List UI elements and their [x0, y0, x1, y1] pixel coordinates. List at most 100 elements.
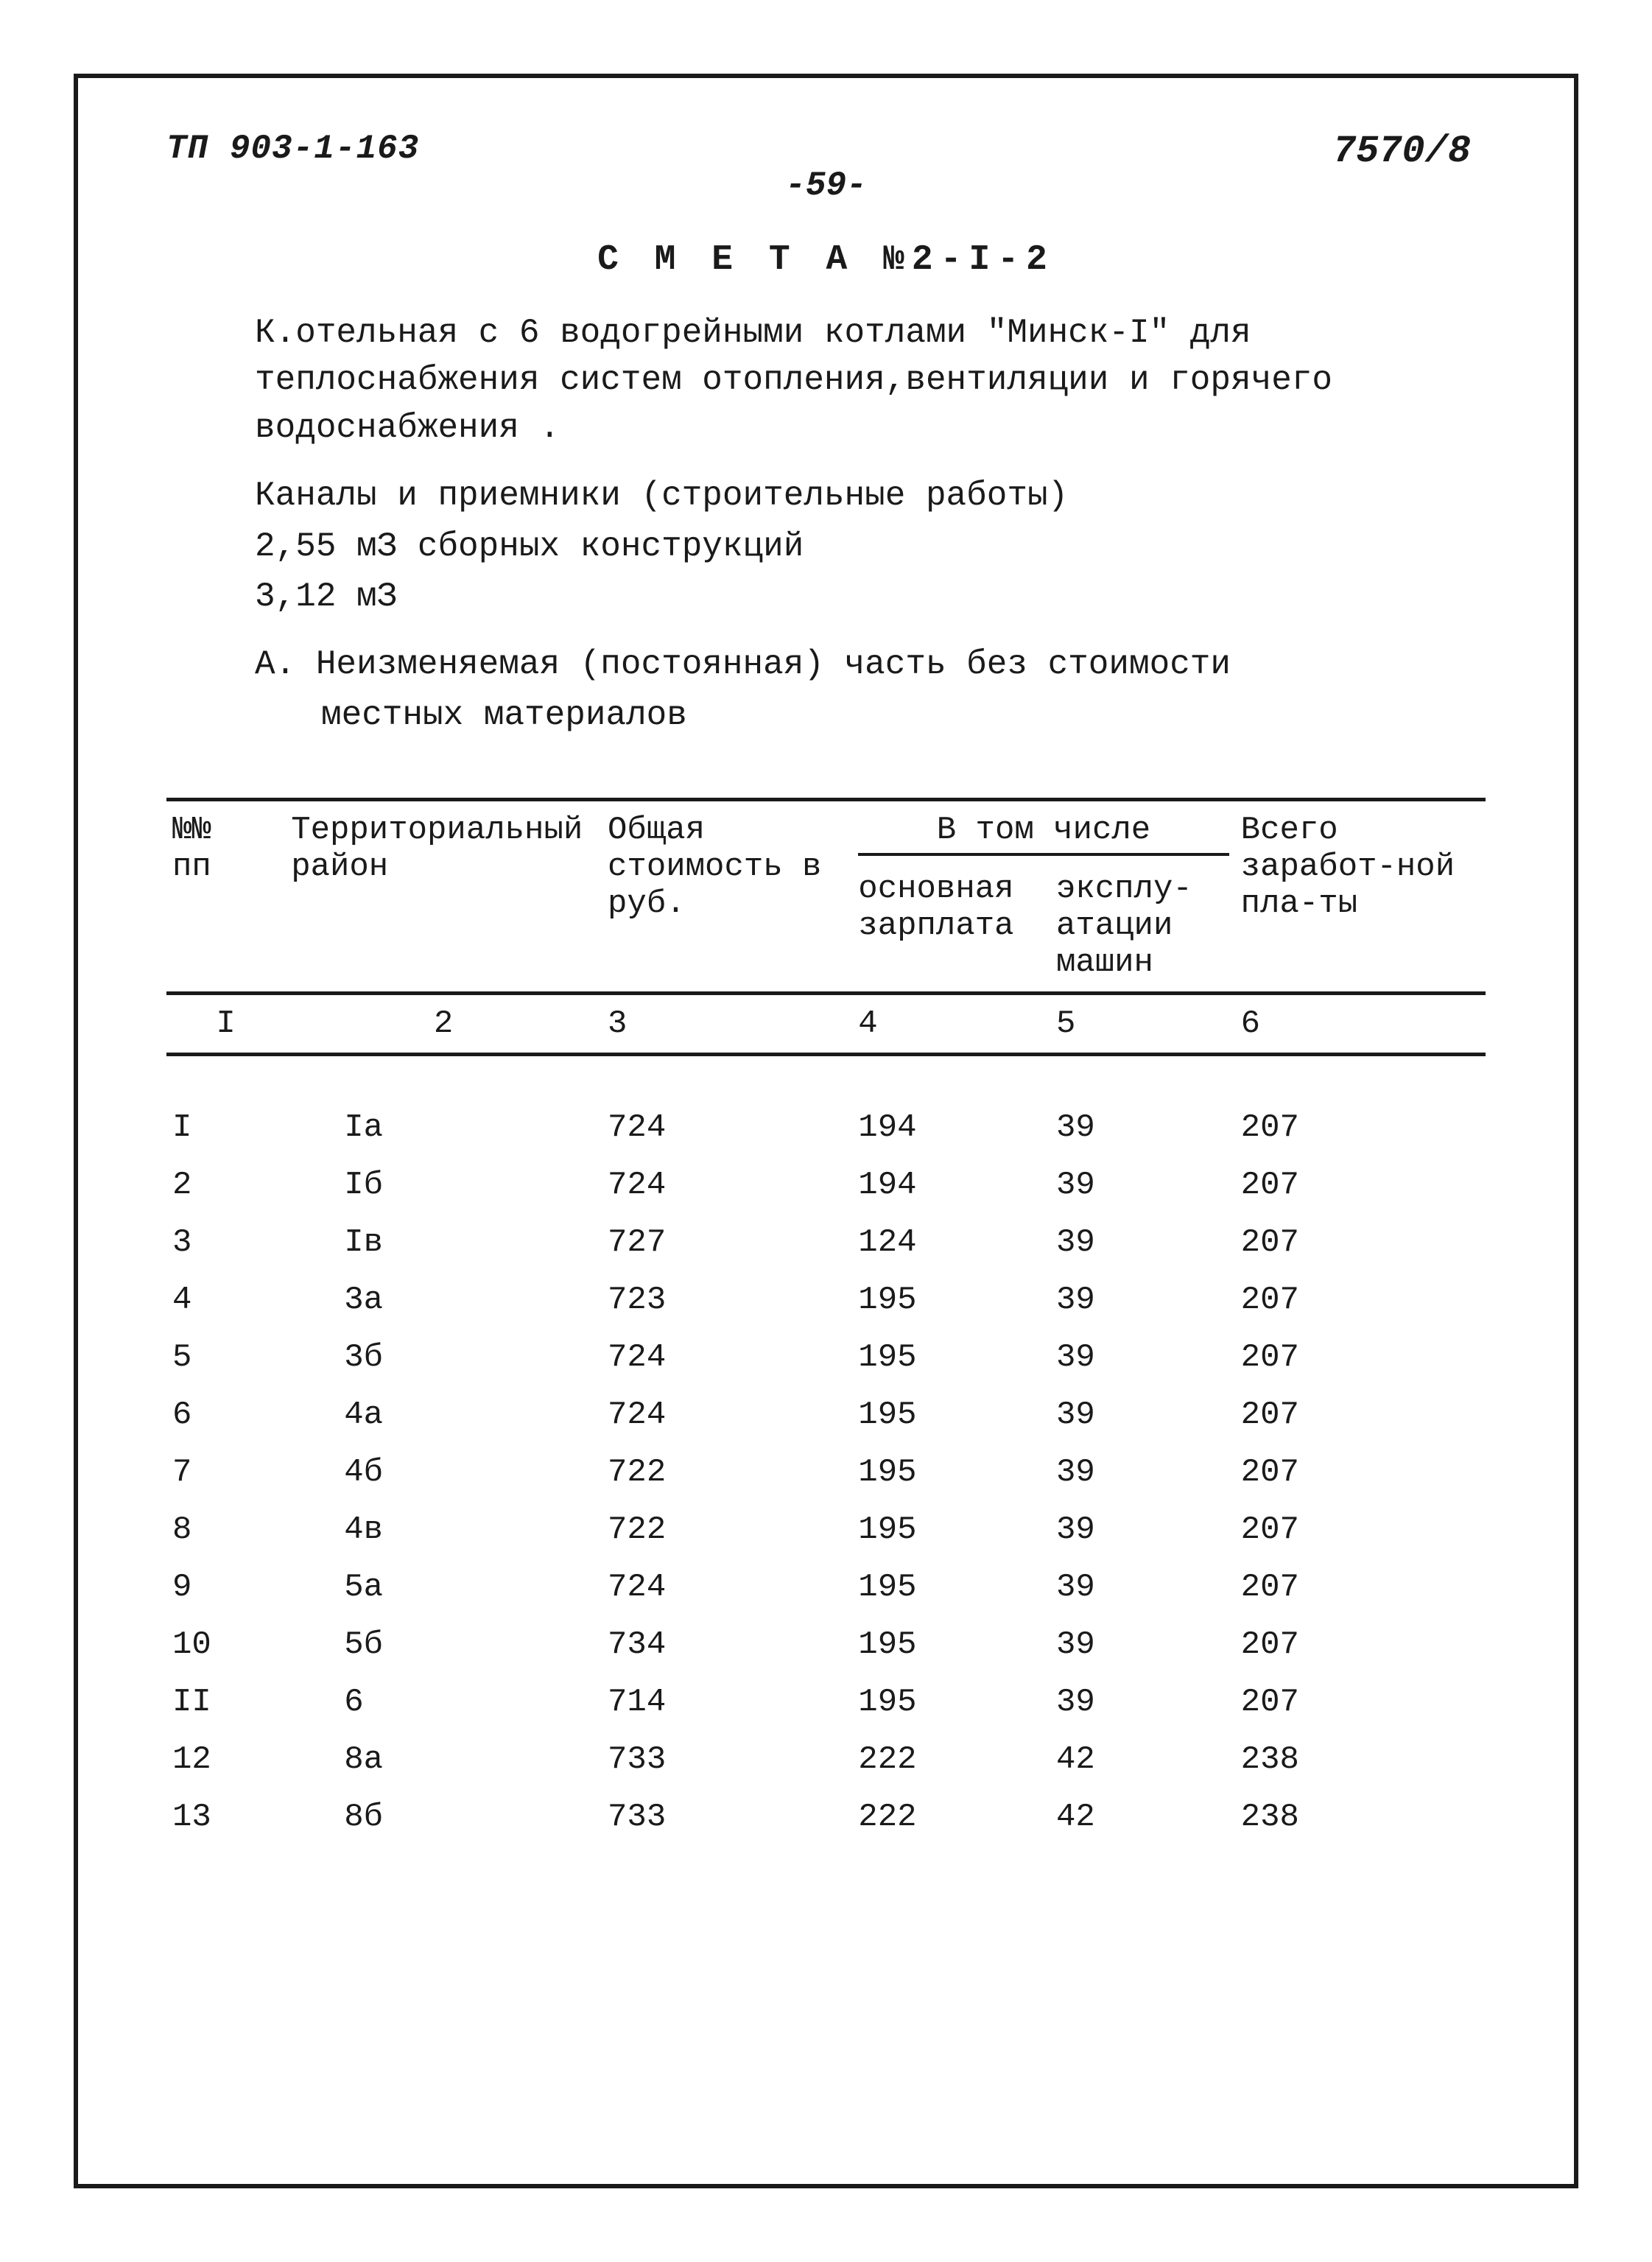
table-row: IIа72419439207 [166, 1099, 1486, 1156]
cell-main-wage: 195 [852, 1329, 1050, 1386]
intro-p1: К.отельная с 6 водогрейными котлами "Мин… [255, 309, 1441, 452]
cell-machine-op: 39 [1050, 1444, 1235, 1501]
table-row: II671419539207 [166, 1673, 1486, 1731]
table-row: 138б73322242238 [166, 1788, 1486, 1846]
th-machine-op: эксплу-атации машин [1050, 860, 1235, 994]
cell-num: II [166, 1673, 285, 1731]
colnum-4: 4 [852, 994, 1050, 1055]
cell-region: 3б [285, 1329, 602, 1386]
cell-region: 4б [285, 1444, 602, 1501]
colnum-5: 5 [1050, 994, 1235, 1055]
cell-total-cost: 723 [602, 1271, 852, 1329]
cell-region: 4а [285, 1386, 602, 1444]
cell-total-cost: 722 [602, 1501, 852, 1559]
column-index-row: I 2 3 4 5 6 [166, 994, 1486, 1055]
intro-p2: Каналы и приемники (строительные работы) [255, 472, 1441, 519]
intro-block: К.отельная с 6 водогрейными котлами "Мин… [255, 309, 1441, 739]
cell-total-wage: 207 [1235, 1214, 1486, 1271]
table-row: 43а72319539207 [166, 1271, 1486, 1329]
cell-main-wage: 194 [852, 1156, 1050, 1214]
cell-num: 10 [166, 1616, 285, 1673]
doc-code: ТП 903-1-163 [166, 130, 419, 168]
colnum-2: 2 [285, 994, 602, 1055]
cell-region: 5б [285, 1616, 602, 1673]
intro-p5a: А. Неизменяемая (постоянная) часть без с… [255, 641, 1441, 688]
table-row: 74б72219539207 [166, 1444, 1486, 1501]
table-row: 53б72419539207 [166, 1329, 1486, 1386]
data-table-wrap: №№ пп Территориальный район Общая стоимо… [166, 798, 1486, 1846]
cell-main-wage: 195 [852, 1673, 1050, 1731]
cell-total-wage: 207 [1235, 1559, 1486, 1616]
cell-total-wage: 207 [1235, 1099, 1486, 1156]
th-region: Территориальный район [285, 800, 602, 994]
cell-region: 4в [285, 1501, 602, 1559]
cell-total-wage: 238 [1235, 1788, 1486, 1846]
cell-region: 5а [285, 1559, 602, 1616]
cell-total-cost: 724 [602, 1099, 852, 1156]
cell-main-wage: 195 [852, 1559, 1050, 1616]
table-row: 105б73419539207 [166, 1616, 1486, 1673]
document-title: С М Е Т А №2-I-2 [166, 240, 1486, 280]
cell-machine-op: 39 [1050, 1559, 1235, 1616]
cell-machine-op: 39 [1050, 1156, 1235, 1214]
table-row: 95а72419539207 [166, 1559, 1486, 1616]
cell-machine-op: 39 [1050, 1673, 1235, 1731]
cell-total-wage: 207 [1235, 1329, 1486, 1386]
th-subgroup: В том числе [852, 800, 1234, 861]
cell-num: 6 [166, 1386, 285, 1444]
cell-total-cost: 727 [602, 1214, 852, 1271]
cell-total-wage: 207 [1235, 1444, 1486, 1501]
cell-region: Iв [285, 1214, 602, 1271]
cell-main-wage: 222 [852, 1788, 1050, 1846]
cell-region: 8а [285, 1731, 602, 1788]
cell-main-wage: 195 [852, 1616, 1050, 1673]
cell-machine-op: 39 [1050, 1214, 1235, 1271]
cell-num: 7 [166, 1444, 285, 1501]
table-row: 128а73322242238 [166, 1731, 1486, 1788]
th-total-cost: Общая стоимость в руб. [602, 800, 852, 994]
colnum-6: 6 [1235, 994, 1486, 1055]
cell-num: 4 [166, 1271, 285, 1329]
cell-total-cost: 722 [602, 1444, 852, 1501]
cell-num: 2 [166, 1156, 285, 1214]
cell-region: 3а [285, 1271, 602, 1329]
cell-total-wage: 238 [1235, 1731, 1486, 1788]
cell-total-cost: 734 [602, 1616, 852, 1673]
cell-total-cost: 724 [602, 1386, 852, 1444]
cell-main-wage: 195 [852, 1501, 1050, 1559]
cell-num: 12 [166, 1731, 285, 1788]
intro-p4: 3,12 мЗ [255, 573, 1441, 620]
cell-main-wage: 195 [852, 1444, 1050, 1501]
colnum-1: I [166, 994, 285, 1055]
cell-total-wage: 207 [1235, 1616, 1486, 1673]
th-num: №№ пп [166, 800, 285, 994]
table-row: 84в72219539207 [166, 1501, 1486, 1559]
cell-region: 6 [285, 1673, 602, 1731]
cell-machine-op: 39 [1050, 1329, 1235, 1386]
cell-total-wage: 207 [1235, 1271, 1486, 1329]
cell-num: 13 [166, 1788, 285, 1846]
cell-main-wage: 195 [852, 1386, 1050, 1444]
cell-total-cost: 724 [602, 1329, 852, 1386]
cell-machine-op: 42 [1050, 1731, 1235, 1788]
cell-total-wage: 207 [1235, 1386, 1486, 1444]
cell-region: Iа [285, 1099, 602, 1156]
table-row: 64а72419539207 [166, 1386, 1486, 1444]
cell-total-wage: 207 [1235, 1673, 1486, 1731]
cell-main-wage: 124 [852, 1214, 1050, 1271]
cell-region: 8б [285, 1788, 602, 1846]
data-table: №№ пп Территориальный район Общая стоимо… [166, 798, 1486, 1846]
page-header: ТП 903-1-163 -59- 7570/8 [166, 130, 1486, 218]
cell-main-wage: 195 [852, 1271, 1050, 1329]
cell-total-cost: 733 [602, 1788, 852, 1846]
intro-p3: 2,55 мЗ сборных конструкций [255, 523, 1441, 570]
cell-num: 5 [166, 1329, 285, 1386]
cell-total-wage: 207 [1235, 1501, 1486, 1559]
cell-machine-op: 39 [1050, 1099, 1235, 1156]
intro-p5b: местных материалов [321, 692, 1441, 739]
cell-machine-op: 39 [1050, 1616, 1235, 1673]
cell-region: Iб [285, 1156, 602, 1214]
cell-num: 9 [166, 1559, 285, 1616]
cell-total-cost: 724 [602, 1156, 852, 1214]
cell-main-wage: 222 [852, 1731, 1050, 1788]
